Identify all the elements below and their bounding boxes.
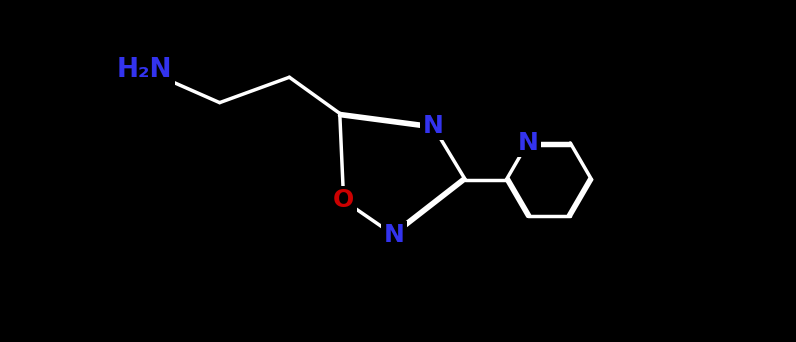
Text: H₂N: H₂N [117,56,172,82]
Text: N: N [384,223,404,247]
Text: N: N [423,114,443,138]
Text: O: O [333,188,354,212]
Text: N: N [517,131,538,155]
